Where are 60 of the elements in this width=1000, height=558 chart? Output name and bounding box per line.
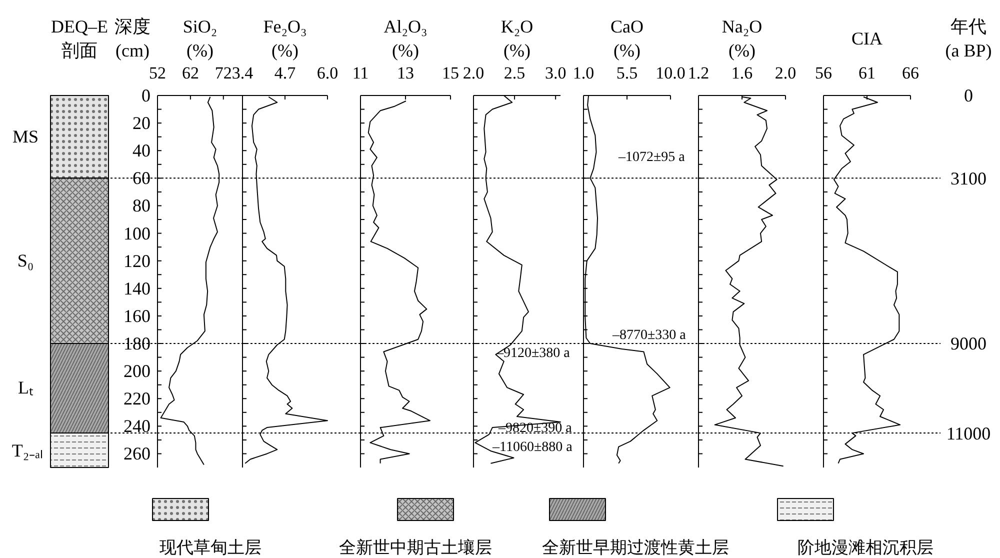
x-axis-title: Al₂O₃ (%) bbox=[384, 16, 428, 60]
text: 3100 bbox=[950, 168, 986, 188]
y-tick-label: 0 bbox=[142, 86, 150, 106]
x-tick-label: 2.0 bbox=[462, 64, 484, 82]
x-tick-label: 11 bbox=[352, 64, 369, 82]
y-tick-label: 260 bbox=[124, 444, 150, 464]
x-tick-label: 13 bbox=[397, 64, 414, 82]
x-axis-title: CaO (%) bbox=[610, 16, 644, 60]
x-axis-title: K₂O (%) bbox=[500, 16, 534, 60]
y-tick-label: 80 bbox=[132, 196, 150, 216]
y-tick-label: 160 bbox=[124, 306, 150, 326]
x-tick-label: 56 bbox=[815, 64, 832, 82]
x-tick-label: 62 bbox=[182, 64, 199, 82]
x-tick-label: 3.0 bbox=[544, 64, 566, 82]
x-tick-label: 4.7 bbox=[274, 64, 296, 82]
annotation: –11060±880 a bbox=[492, 440, 574, 455]
annotation: –8770±330 a bbox=[612, 328, 687, 343]
y-tick-label: 140 bbox=[124, 278, 150, 298]
text: 年代 (a BP) bbox=[945, 16, 992, 60]
x-tick-label: 52 bbox=[149, 64, 166, 82]
x-tick-label: 6.0 bbox=[316, 64, 338, 82]
x-tick-label: 2.0 bbox=[774, 64, 796, 82]
text: 11000 bbox=[946, 424, 991, 444]
legend-label: 全新世早期过渡性黄土层 bbox=[542, 538, 729, 557]
chart-title: DEQ–E 剖面 bbox=[51, 16, 108, 60]
legend-label: 全新世中期古土壤层 bbox=[339, 538, 492, 557]
y-axis-title: 深度 (cm) bbox=[114, 16, 150, 60]
y-tick-label: 100 bbox=[124, 223, 150, 244]
x-tick-label: 1.2 bbox=[688, 64, 710, 82]
x-tick-label: 5.5 bbox=[616, 64, 638, 82]
x-tick-label: 72 bbox=[214, 64, 232, 82]
x-tick-label: 15 bbox=[442, 64, 459, 82]
legend-label: 阶地漫滩相沉积层 bbox=[798, 538, 934, 557]
x-tick-label: 66 bbox=[902, 64, 919, 82]
y-tick-label: 40 bbox=[132, 140, 150, 161]
y-tick-label: 120 bbox=[124, 250, 150, 271]
x-tick-label: 3.4 bbox=[232, 64, 254, 82]
legend-label: 现代草甸土层 bbox=[160, 538, 262, 557]
x-axis-title: Fe₂O₃ (%) bbox=[263, 16, 307, 60]
text: 0 bbox=[964, 86, 973, 106]
x-axis-title: CIA bbox=[852, 28, 882, 48]
text: 9000 bbox=[950, 334, 986, 354]
text: Lₜ bbox=[18, 378, 33, 398]
x-tick-label: 2.5 bbox=[504, 64, 526, 82]
x-axis-title: SiO₂ (%) bbox=[182, 16, 218, 60]
x-axis-title: Na₂O (%) bbox=[722, 16, 762, 60]
x-tick-label: 61 bbox=[858, 64, 876, 82]
y-tick-label: 20 bbox=[132, 113, 150, 134]
y-tick-label: 60 bbox=[132, 168, 150, 188]
y-tick-label: 220 bbox=[124, 388, 150, 409]
x-tick-label: 1.6 bbox=[731, 64, 753, 82]
text: T₂₋ₐₗ bbox=[12, 440, 44, 460]
annotation: –9820±390 a bbox=[498, 421, 573, 436]
x-tick-label: 10.0 bbox=[656, 64, 686, 82]
x-tick-label: 1.0 bbox=[572, 64, 594, 82]
text: S₀ bbox=[17, 250, 34, 270]
annotation: –1072±95 a bbox=[618, 150, 686, 165]
y-tick-label: 200 bbox=[124, 361, 150, 382]
y-tick-label: 240 bbox=[124, 416, 150, 436]
text: MS bbox=[12, 126, 39, 146]
